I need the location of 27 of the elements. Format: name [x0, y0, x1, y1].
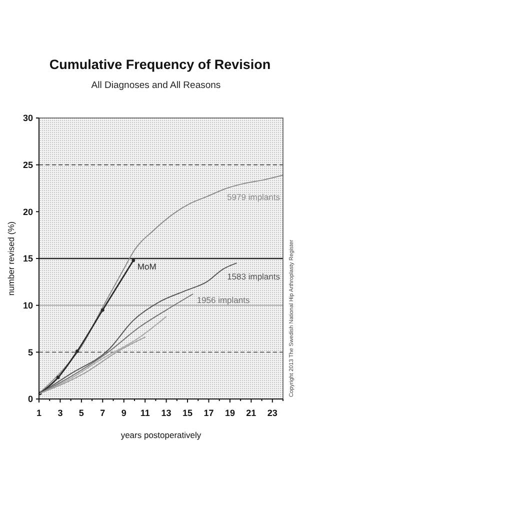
series-label: 1956 implants	[196, 295, 250, 306]
y-tick-label: 15	[22, 254, 33, 264]
series-label: MoM	[137, 261, 156, 272]
series-label: 1583 implants	[227, 271, 280, 282]
x-tick-label: 15	[182, 408, 193, 418]
x-tick-label: 5	[78, 408, 84, 418]
x-tick-label: 21	[246, 408, 256, 418]
x-axis-title: years postoperatively	[120, 430, 202, 440]
x-tick-label: 19	[224, 408, 235, 418]
x-tick-label: 23	[267, 408, 278, 418]
y-tick-label: 10	[22, 300, 33, 310]
y-tick-label: 0	[28, 394, 33, 404]
series-label: 5979 implants	[227, 192, 280, 202]
y-tick-label: 30	[22, 113, 33, 124]
x-tick-label: 17	[204, 408, 214, 418]
x-tick-label: 11	[140, 408, 150, 418]
x-tick-label: 3	[58, 408, 63, 418]
chart-subtitle: All Diagnoses and All Reasons	[91, 80, 221, 91]
y-axis-title: number revised (%)	[6, 221, 16, 296]
x-tick-label: 1	[36, 408, 42, 418]
chart-title: Cumulative Frequency of Revision	[49, 57, 271, 72]
x-tick-label: 7	[100, 408, 106, 418]
x-tick-label: 9	[121, 408, 126, 418]
y-tick-label: 20	[22, 206, 33, 217]
y-tick-label: 5	[28, 347, 33, 358]
y-tick-label: 25	[22, 160, 33, 170]
x-tick-label: 13	[161, 408, 172, 418]
